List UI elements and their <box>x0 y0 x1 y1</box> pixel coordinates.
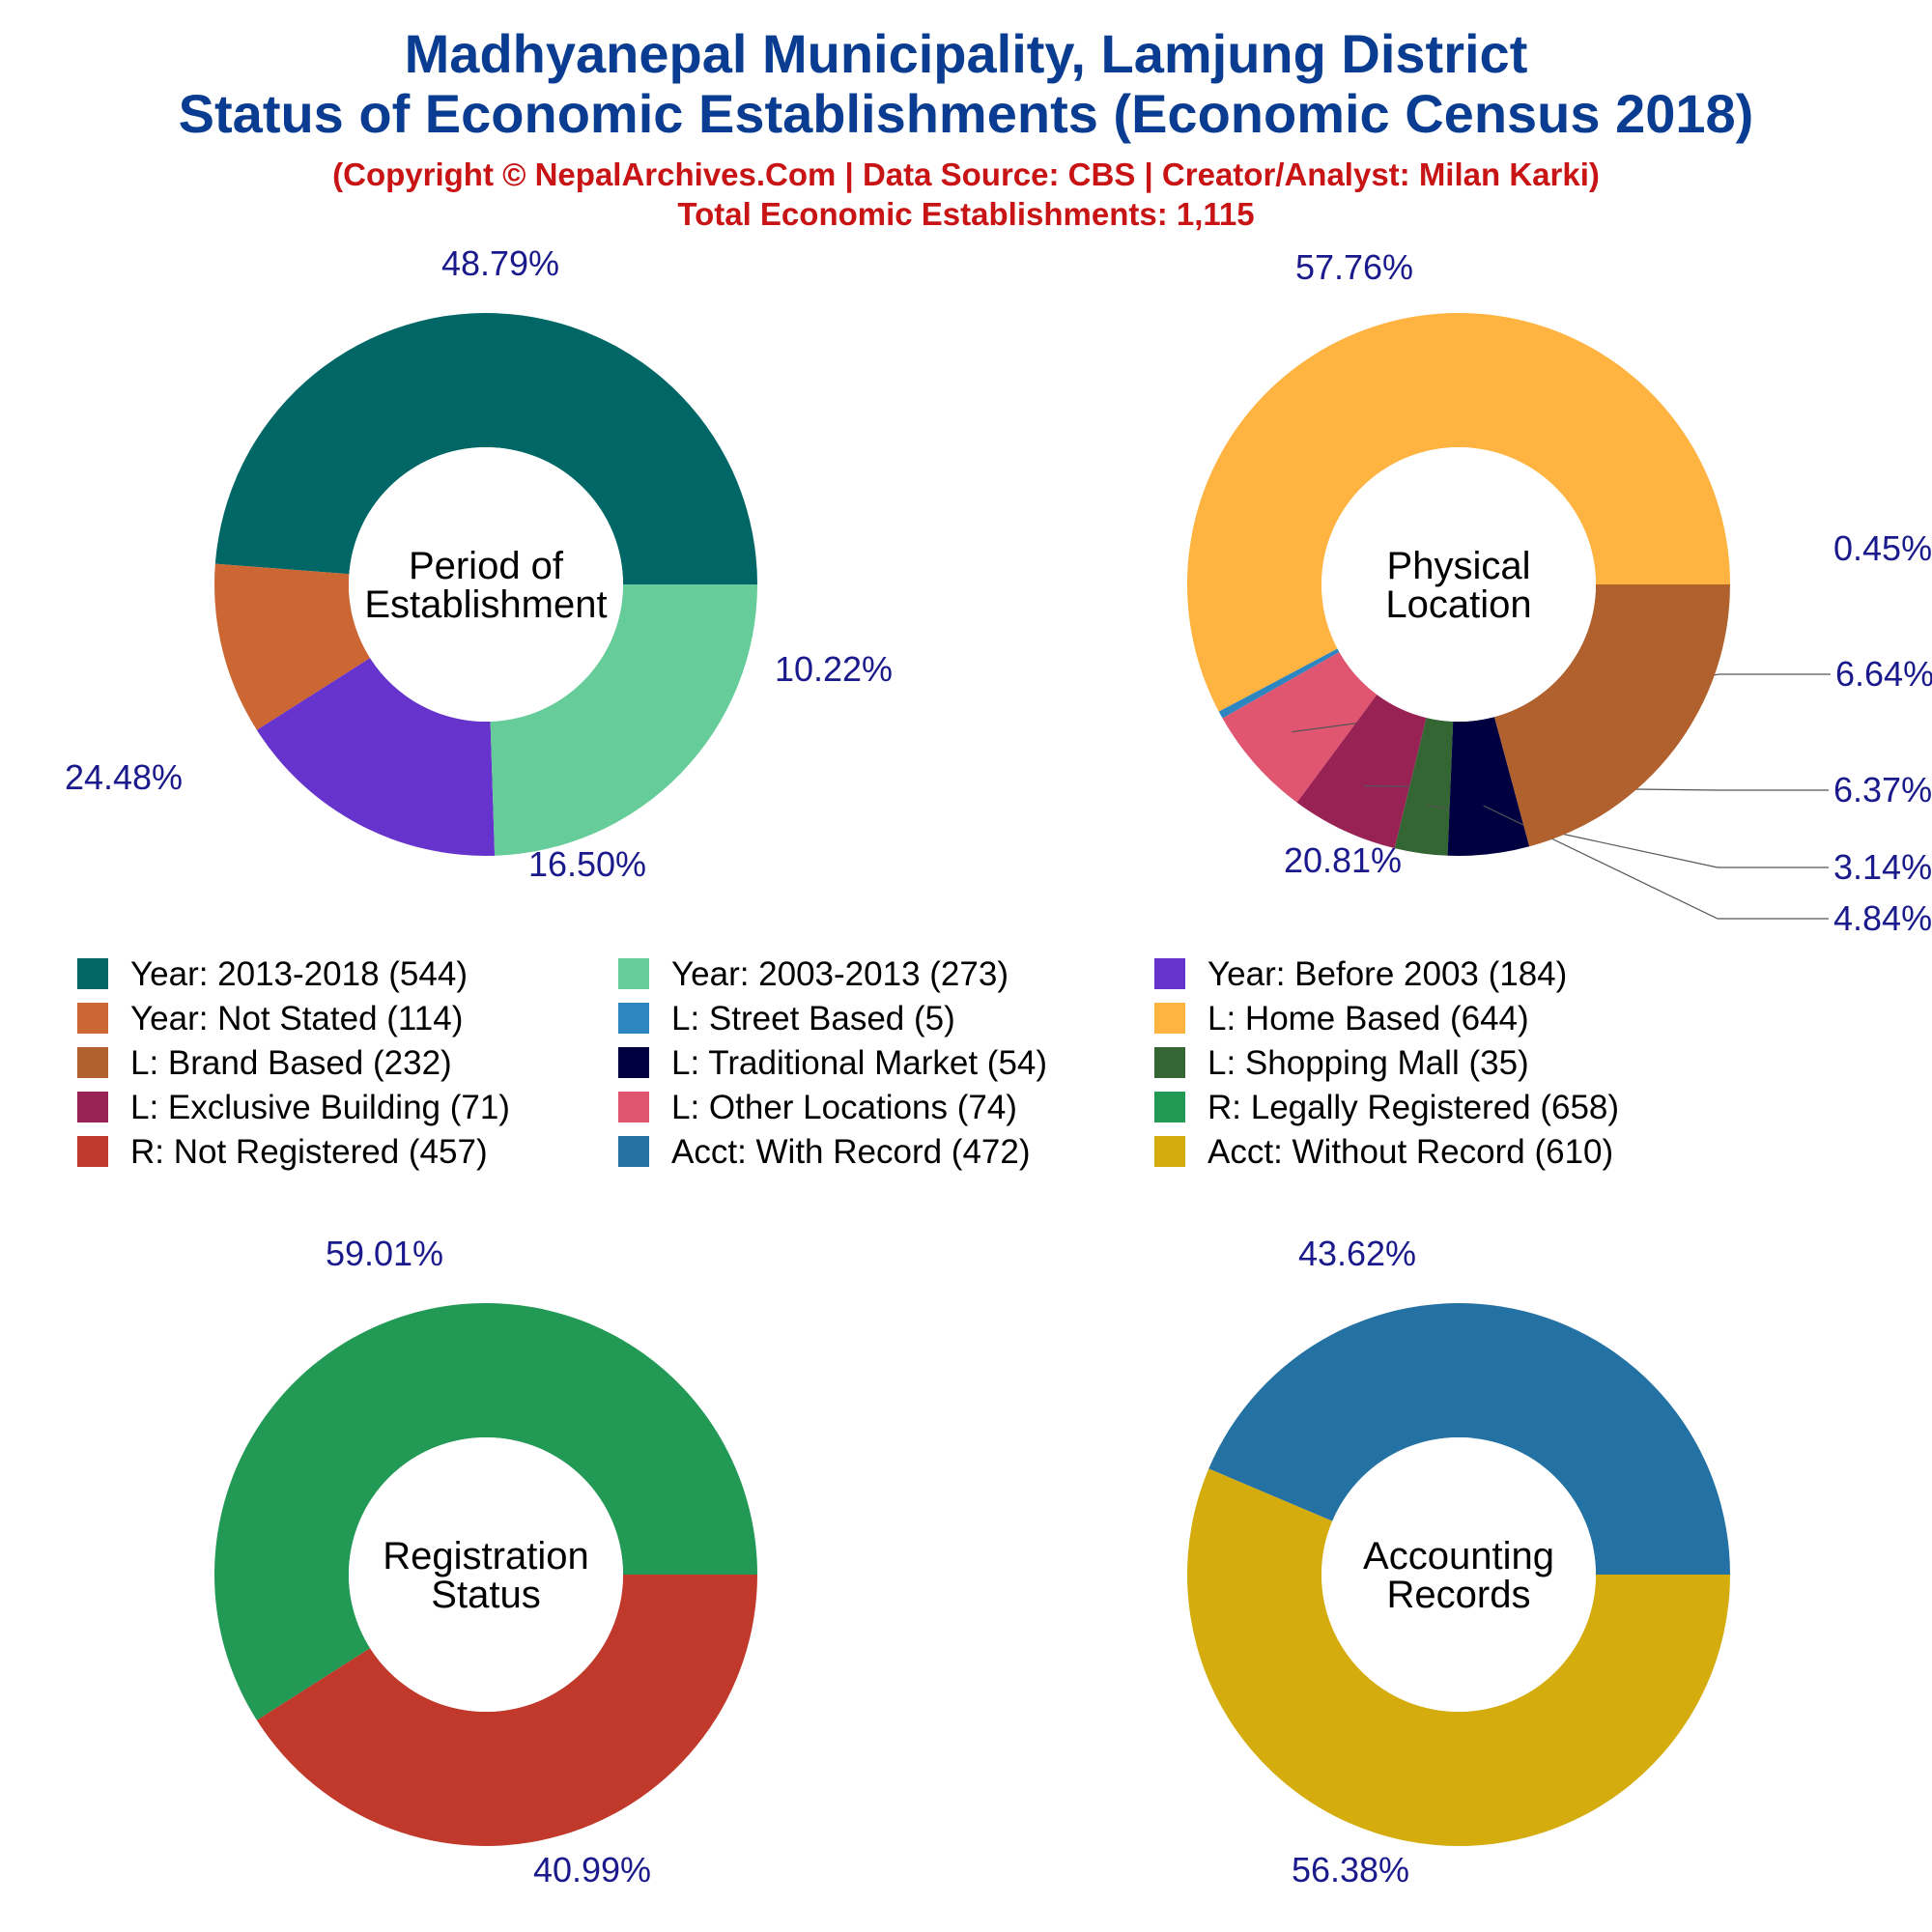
donut-chart-2: 57.76% 0.45% 6.64% 6.37% 3.14% 4.84% 20.81% Phy… <box>1186 247 1932 938</box>
legend-label: R: Legally Registered (658) <box>1208 1089 1619 1126</box>
percent-label: 20.81% <box>1284 840 1402 880</box>
legend-swatch <box>618 1092 649 1122</box>
legend-label: R: Not Registered (457) <box>130 1133 488 1171</box>
percent-label: 0.45% <box>1833 528 1932 568</box>
legend-label: L: Shopping Mall (35) <box>1208 1044 1529 1082</box>
legend-swatch <box>77 958 108 989</box>
legend-label: L: Other Locations (74) <box>671 1089 1017 1126</box>
donut-hole <box>349 447 623 722</box>
donut-center-label: Accounting <box>1363 1535 1554 1577</box>
chart-total: Total Economic Establishments: 1,115 <box>677 196 1254 232</box>
percent-label: 56.38% <box>1292 1850 1409 1889</box>
percent-label: 6.64% <box>1835 654 1932 694</box>
legend-label: Year: Before 2003 (184) <box>1208 955 1567 993</box>
percent-label: 57.76% <box>1295 247 1413 287</box>
donut-slice <box>1493 584 1730 847</box>
donut-slice <box>1186 313 1730 712</box>
percent-label: 59.01% <box>326 1234 443 1273</box>
legend-swatch <box>1154 1092 1185 1122</box>
legend-swatch <box>618 1136 649 1167</box>
legend-swatch <box>77 1047 108 1078</box>
donut-slice <box>214 313 757 584</box>
donut-center-label: Registration <box>383 1535 588 1577</box>
donut-center-label: Location <box>1385 583 1531 626</box>
legend-item: R: Not Registered (457) <box>77 1133 488 1171</box>
donut-slice <box>214 563 371 730</box>
donut-slice <box>256 1575 757 1846</box>
percent-label: 16.50% <box>528 844 646 884</box>
percent-label: 48.79% <box>441 243 559 283</box>
legend-swatch <box>618 1047 649 1078</box>
donut-slice <box>1222 652 1378 803</box>
percent-label: 3.14% <box>1833 847 1932 887</box>
legend-label: Acct: With Record (472) <box>671 1133 1031 1171</box>
donut-center-label: Period of <box>409 545 564 587</box>
donut-slice <box>1394 717 1454 856</box>
donut-hole <box>1321 447 1596 722</box>
legend-label: L: Street Based (5) <box>671 1000 955 1037</box>
legend-swatch <box>1154 1003 1185 1034</box>
percent-label: 40.99% <box>533 1850 651 1889</box>
legend-item: L: Traditional Market (54) <box>618 1044 1047 1082</box>
donut-slice <box>1218 648 1340 719</box>
legend-swatch <box>1154 958 1185 989</box>
legend-label: L: Exclusive Building (71) <box>130 1089 510 1126</box>
legend-item: Year: 2013-2018 (544) <box>77 955 468 993</box>
percent-label: 6.37% <box>1833 770 1932 810</box>
donut-hole <box>1321 1437 1596 1712</box>
legend-label: Year: Not Stated (114) <box>130 1000 463 1037</box>
donut-center-label: Records <box>1387 1574 1531 1616</box>
legend-swatch <box>618 958 649 989</box>
legend-swatch <box>618 1003 649 1034</box>
leader-line <box>1483 805 1829 920</box>
legend-label: Year: 2013-2018 (544) <box>130 955 468 993</box>
legend-item: L: Street Based (5) <box>618 1000 955 1037</box>
legend-label: L: Brand Based (232) <box>130 1044 452 1082</box>
legend-item: Acct: Without Record (610) <box>1154 1133 1613 1171</box>
legend-item: R: Legally Registered (658) <box>1154 1089 1619 1126</box>
legend-item: L: Exclusive Building (71) <box>77 1089 510 1126</box>
donut-slice <box>1186 1468 1730 1846</box>
legend-swatch <box>77 1003 108 1034</box>
donut-center-label: Physical <box>1387 545 1531 587</box>
percent-label: 43.62% <box>1298 1234 1416 1273</box>
legend-label: Acct: Without Record (610) <box>1208 1133 1613 1171</box>
legend-item: Acct: With Record (472) <box>618 1133 1031 1171</box>
donut-slice <box>214 1303 758 1720</box>
legend-label: Year: 2003-2013 (273) <box>671 955 1009 993</box>
legend-swatch <box>1154 1136 1185 1167</box>
donut-charts: 48.79% 10.22% 16.50% 24.48% Period ofEstabli… <box>65 243 1932 1889</box>
legend: Year: 2013-2018 (544) Year: 2003-2013 (27… <box>77 955 1619 1171</box>
donut-chart-1: 48.79% 10.22% 16.50% 24.48% Period ofEstabli… <box>65 243 893 884</box>
donut-center-label: Status <box>431 1574 540 1616</box>
legend-item: L: Shopping Mall (35) <box>1154 1044 1529 1082</box>
legend-item: L: Home Based (644) <box>1154 1000 1529 1037</box>
legend-swatch <box>77 1136 108 1167</box>
donut-center-label: Establishment <box>364 583 607 626</box>
donut-slice <box>1296 695 1427 849</box>
donut-slice <box>490 584 757 856</box>
donut-slice <box>1447 717 1530 856</box>
legend-label: L: Traditional Market (54) <box>671 1044 1047 1082</box>
chart-credit: (Copyright © NepalArchives.Com | Data So… <box>332 156 1600 192</box>
legend-item: Year: Not Stated (114) <box>77 1000 463 1037</box>
percent-label: 10.22% <box>775 649 893 689</box>
legend-item: Year: 2003-2013 (273) <box>618 955 1009 993</box>
legend-item: L: Brand Based (232) <box>77 1044 452 1082</box>
donut-slice <box>1208 1303 1730 1575</box>
percent-label: 24.48% <box>65 757 183 797</box>
donut-slice <box>256 658 496 856</box>
chart-title-line1: Madhyanepal Municipality, Lamjung Distri… <box>405 23 1528 84</box>
legend-label: L: Home Based (644) <box>1208 1000 1529 1037</box>
legend-swatch <box>77 1092 108 1122</box>
chart-title-line2: Status of Economic Establishments (Econo… <box>179 83 1754 144</box>
legend-swatch <box>1154 1047 1185 1078</box>
legend-item: Year: Before 2003 (184) <box>1154 955 1567 993</box>
donut-hole <box>349 1437 623 1712</box>
legend-item: L: Other Locations (74) <box>618 1089 1017 1126</box>
percent-label: 4.84% <box>1833 898 1932 938</box>
